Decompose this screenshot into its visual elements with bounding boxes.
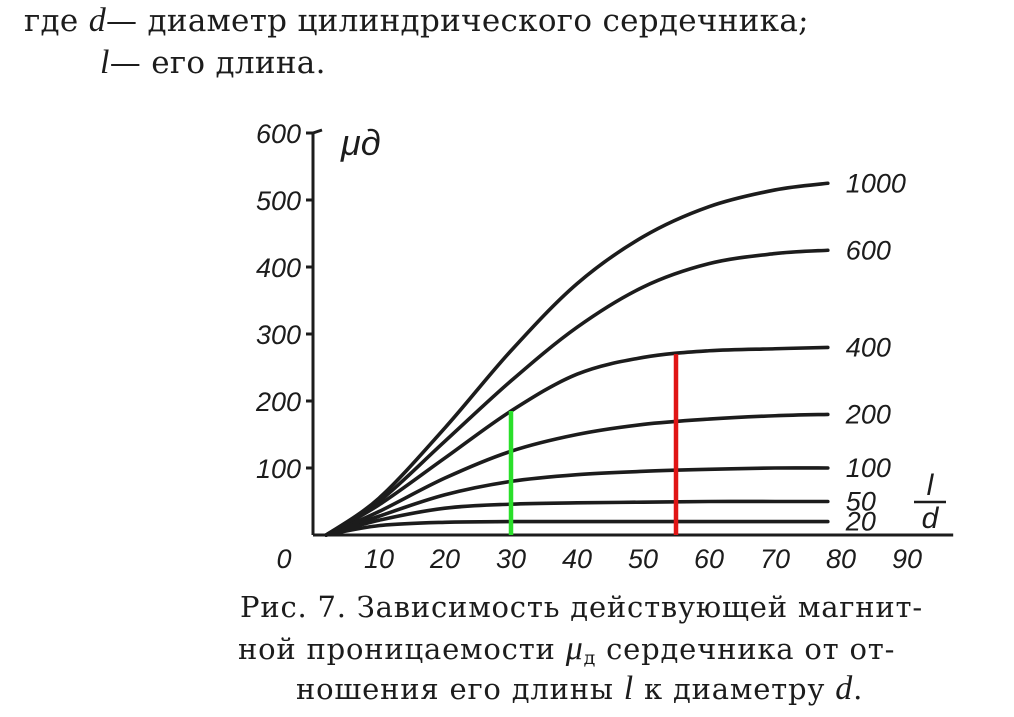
chart-markers: [508, 354, 679, 535]
y-tick-label-400: 400: [256, 253, 301, 283]
x-tick-label-10: 10: [364, 544, 394, 574]
curve-20: [324, 519, 830, 537]
intro-d-definition: — диаметр цилиндрического сердечника;: [106, 3, 809, 39]
chart-axes: [306, 128, 954, 537]
y-tick-label-300: 300: [256, 320, 301, 350]
y-tick-label-100: 100: [256, 454, 301, 484]
intro-line-2: l— его длина.: [100, 44, 326, 82]
figure-caption-line-2: ной проницаемости μд сердечника от от-: [238, 630, 896, 669]
figure-caption-line-3: ношения его длины l к диаметру d.: [296, 670, 864, 707]
x-tick-label-0: 0: [276, 544, 291, 574]
intro-l-definition: — его длина.: [109, 45, 326, 81]
curve-400: [324, 345, 830, 537]
x-axis-label-denominator: d: [922, 502, 940, 535]
curve-label-20: 20: [845, 507, 876, 537]
curve-200: [324, 412, 830, 537]
x-tick-label-80: 80: [826, 544, 856, 574]
caption-l-symbol: l: [623, 670, 635, 707]
curve-label-200: 200: [845, 399, 891, 429]
x-tick-label-30: 30: [496, 544, 526, 574]
y-axis-top-hook: [312, 128, 323, 135]
y-axis-label: μд: [340, 122, 381, 163]
chart-labels: 100 200 300 400 500 600 0 10 20 30 40 50 60 70 80 90 μд l…: [255, 119, 946, 574]
x-tick-label-20: 20: [429, 544, 460, 574]
figure-caption-line-1: Рис. 7. Зависимость действующей магнит-: [240, 590, 923, 624]
curve-50: [324, 499, 830, 537]
curve-100: [324, 466, 830, 537]
x-tick-label-40: 40: [562, 544, 592, 574]
curve-label-400: 400: [846, 332, 891, 362]
x-tick-label-70: 70: [760, 544, 790, 574]
intro-prefix: где: [24, 3, 79, 39]
y-tick-label-500: 500: [256, 186, 301, 216]
mu-symbol: μ: [565, 630, 584, 667]
x-tick-label-50: 50: [628, 544, 658, 574]
chart-curves: [324, 181, 830, 537]
caption-d-symbol: d: [835, 670, 854, 707]
curve-label-100: 100: [846, 453, 891, 483]
y-tick-label-600: 600: [256, 119, 301, 149]
y-tick-label-200: 200: [255, 387, 301, 417]
curve-label-1000: 1000: [846, 168, 906, 198]
x-tick-label-90: 90: [892, 544, 922, 574]
x-axis-label-numerator: l: [927, 469, 935, 502]
curve-label-50: 50: [846, 487, 876, 517]
l-symbol: l: [100, 44, 110, 81]
curve-label-600: 600: [846, 235, 891, 265]
intro-line-1: где d— диаметр цилиндрического сердечник…: [24, 2, 809, 40]
curve-1000: [324, 181, 830, 537]
d-symbol: d: [88, 2, 107, 39]
mu-subscript: д: [583, 647, 597, 669]
curve-600: [324, 248, 830, 537]
x-tick-label-60: 60: [694, 544, 724, 574]
